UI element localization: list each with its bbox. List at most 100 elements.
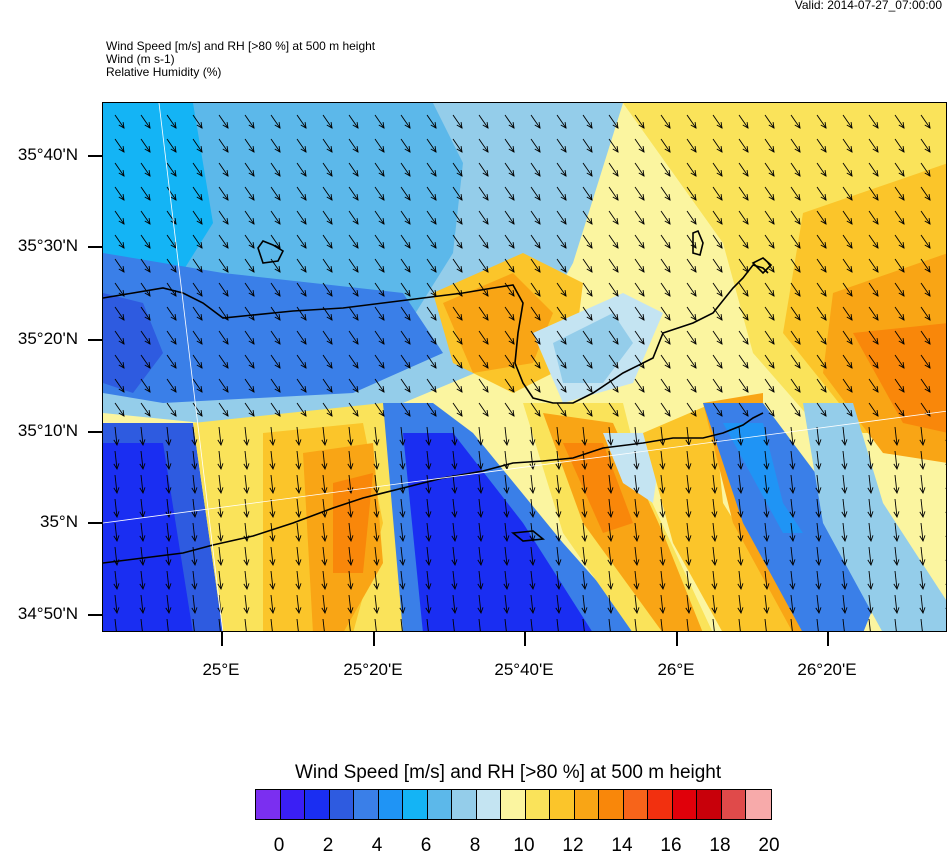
wind-arrow [452,402,463,417]
wind-arrow [660,234,671,249]
wind-arrow [868,354,879,369]
wind-arrow [426,186,437,201]
wind-arrow [867,570,874,591]
wind-arrow [270,186,281,201]
wind-arrow [842,138,853,153]
wind-arrow [738,330,749,345]
wind-arrow [920,282,931,297]
wind-arrow [399,474,406,495]
wind-arrow [400,186,411,201]
wind-arrow [504,378,515,393]
wind-arrow [114,138,125,153]
wind-arrow [582,618,585,631]
wind-arrow [295,426,302,447]
wind-arrow [166,258,177,273]
wind-arrow [296,282,307,297]
wind-arrow [217,426,224,447]
wind-arrow [140,402,151,417]
wind-arrow [868,258,879,273]
wind-arrow [581,522,588,543]
wind-arrow [192,282,203,297]
lat-tick [88,522,102,524]
wind-arrow [244,354,255,369]
wind-arrow [868,618,871,631]
wind-arrow [738,354,749,369]
wind-arrow [296,162,307,177]
wind-arrow [504,402,515,417]
wind-arrow [139,498,146,519]
wind-arrow [166,162,177,177]
wind-arrow [634,282,645,297]
wind-arrow [269,474,276,495]
wind-arrow [608,258,619,273]
wind-arrow [244,186,255,201]
lon-label: 26°20'E [797,660,857,679]
wind-arrow [295,546,302,567]
colorbar-swatch [599,790,624,819]
wind-arrow [790,306,801,321]
wind-arrow [789,450,796,471]
wind-arrow [711,498,718,519]
wind-arrow [920,306,931,321]
wind-arrow [894,306,905,321]
wind-arrow [452,234,463,249]
wind-arrow [711,594,718,615]
wind-arrow [894,378,905,393]
wind-arrow [556,306,567,321]
wind-arrow [789,474,796,495]
wind-arrow [582,234,593,249]
lon-label: 25°E [202,660,240,679]
wind-arrow [660,402,671,417]
wind-arrow [244,162,255,177]
wind-arrow [425,522,432,543]
wind-arrow [243,498,250,519]
wind-arrow [478,138,489,153]
wind-arrow [139,594,146,615]
wind-arrow [893,546,900,567]
wind-arrow [789,522,796,543]
lat-label: 35°30'N [17,236,78,255]
wind-arrow [529,426,536,447]
wind-arrow [634,210,645,225]
wind-arrow [114,234,125,249]
wind-arrow [504,330,515,345]
wind-arrow [737,546,744,567]
wind-arrow [790,162,801,177]
wind-arrow [113,426,120,447]
wind-arrow [685,498,692,519]
wind-arrow [582,282,593,297]
wind-arrow [373,474,380,495]
wind-arrow [607,522,614,543]
wind-arrow [920,618,923,631]
wind-arrow [503,474,510,495]
wind-arrow [841,570,848,591]
wind-arrow [581,426,588,447]
wind-arrow [529,474,536,495]
lat-tick [88,614,102,616]
wind-arrow [919,426,926,447]
wind-arrow [244,258,255,273]
wind-arrow [555,546,562,567]
wind-arrow [270,138,281,153]
wind-arrow [686,210,697,225]
wind-arrow [790,186,801,201]
header-line-3: Relative Humidity (%) [106,65,222,79]
wind-arrow [816,330,827,345]
wind-arrow [659,426,666,447]
wind-arrow [295,522,302,543]
colorbar-swatch [354,790,379,819]
wind-arrow [789,426,796,447]
wind-arrow [529,594,536,615]
wind-arrow [764,354,775,369]
wind-arrow [868,402,879,417]
wind-arrow [477,474,484,495]
wind-arrow [321,474,328,495]
wind-arrow [113,522,120,543]
wind-arrow [217,450,224,471]
wind-arrow [582,354,593,369]
wind-arrow [322,618,325,631]
wind-arrow [452,138,463,153]
wind-arrow [790,234,801,249]
wind-arrow [296,306,307,321]
wind-arrow [789,594,796,615]
